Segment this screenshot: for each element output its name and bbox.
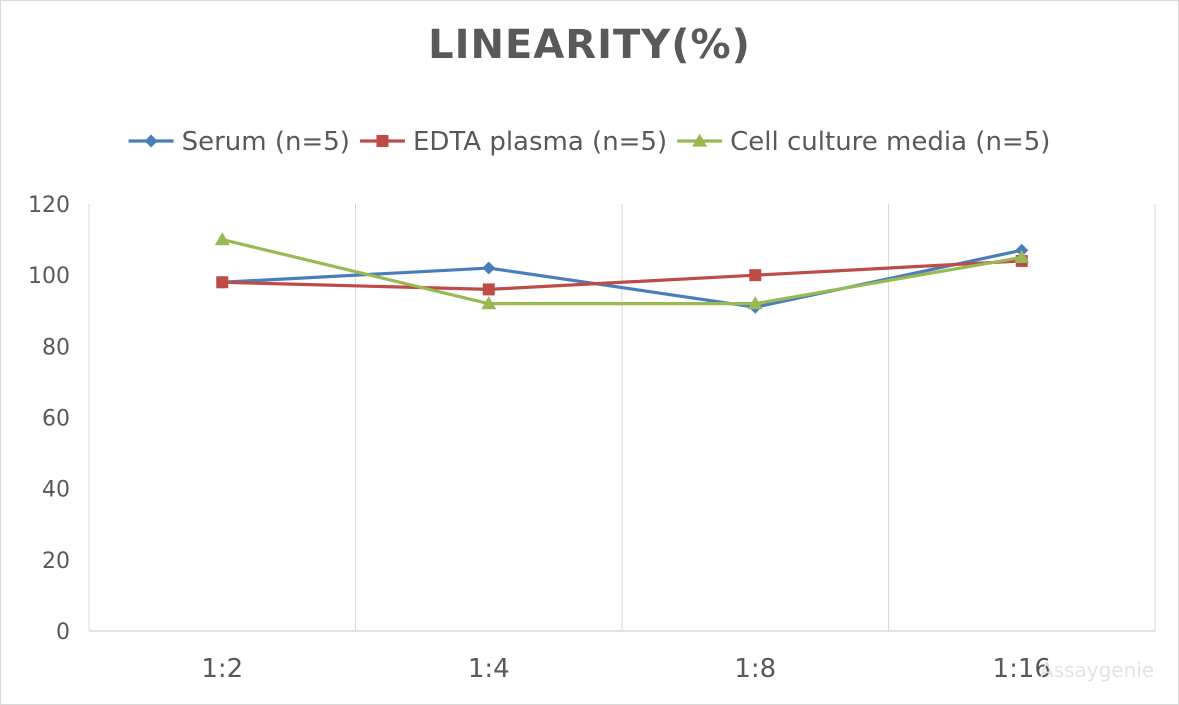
legend-label: EDTA plasma (n=5) [413, 127, 667, 157]
data-point [481, 296, 497, 310]
y-tick-label: 20 [42, 549, 70, 574]
legend-item: EDTA plasma (n=5) [359, 127, 667, 157]
legend-label: Cell culture media (n=5) [730, 127, 1050, 157]
data-point [1014, 249, 1030, 263]
y-tick-label: 100 [28, 264, 70, 289]
y-tick-label: 60 [42, 407, 70, 432]
legend-marker [692, 133, 708, 147]
legend-marker [144, 134, 158, 148]
watermark: Assaygenie [1040, 658, 1154, 682]
x-tick-label: 1:2 [201, 654, 243, 684]
data-point [214, 232, 230, 246]
y-tick-label: 40 [42, 478, 70, 503]
y-tick-label: 80 [42, 335, 70, 360]
data-point [482, 261, 496, 275]
legend: Serum (n=5) EDTA plasma (n=5) Cell culture… [128, 127, 1050, 157]
legend-marker [376, 135, 389, 147]
x-tick-label: 1:4 [468, 654, 510, 684]
chart-title: LINEARITY(%) [428, 22, 751, 68]
x-tick-label: 1:16 [993, 654, 1051, 684]
legend-label: Serum (n=5) [182, 127, 350, 157]
series-line [221, 238, 1023, 306]
data-point [216, 276, 229, 289]
x-axis: 1:2 1:4 1:8 1:16 [201, 654, 1051, 684]
y-axis: 0 20 40 60 80 100 120 [28, 193, 70, 645]
series-line [222, 248, 1023, 309]
data-point [749, 269, 762, 282]
legend-item: Serum (n=5) [128, 127, 350, 157]
x-tick-label: 1:8 [734, 654, 776, 684]
grid-lines [88, 204, 1156, 632]
data-point [747, 296, 763, 310]
series-group [214, 232, 1030, 314]
series-line [222, 259, 1022, 291]
y-tick-label: 120 [28, 193, 70, 218]
series-2 [214, 232, 1030, 310]
data-point [482, 283, 495, 296]
y-tick-label: 0 [56, 620, 70, 645]
series-1 [216, 254, 1028, 296]
legend-item: Cell culture media (n=5) [677, 127, 1050, 157]
